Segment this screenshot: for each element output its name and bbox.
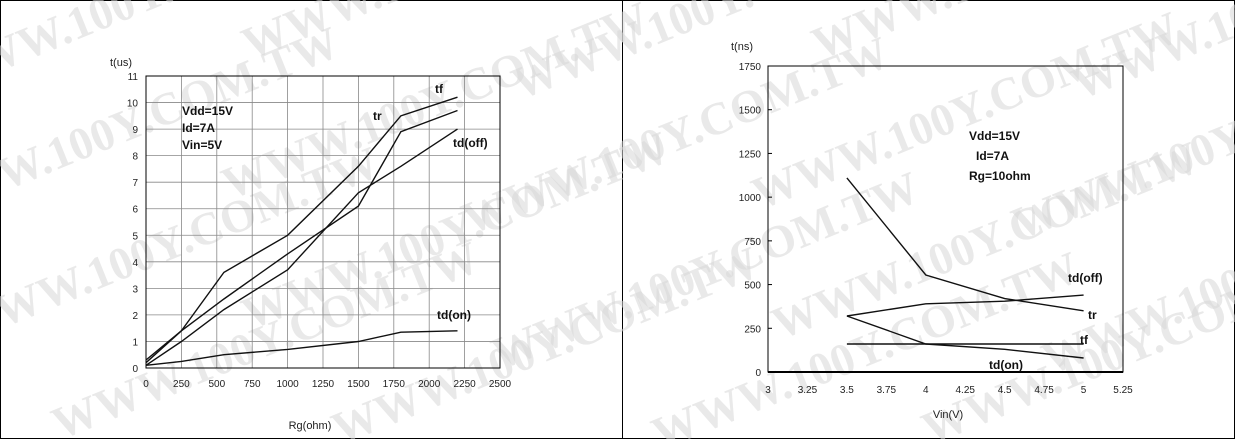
series-line-tdoff [145, 128, 458, 366]
annotation-line: Vdd=15V [182, 104, 233, 118]
x-tick-label: 2000 [418, 379, 441, 390]
x-tick-label: 2250 [453, 379, 476, 390]
y-tick-label: 0 [132, 364, 138, 375]
x-tick-label: 2500 [489, 379, 512, 390]
series-line-tr [145, 109, 458, 364]
series-line-tdon [846, 315, 1084, 359]
x-axis-label: Rg(ohm) [289, 420, 332, 432]
x-tick-label: 750 [244, 379, 261, 390]
y-tick-label: 9 [132, 125, 138, 136]
y-tick-label: 10 [127, 99, 139, 110]
x-tick-label: 250 [173, 379, 190, 390]
y-axis-label: t(ns) [731, 41, 753, 53]
series-line-tdoff [846, 294, 1084, 317]
y-tick-label: 1000 [739, 193, 762, 204]
x-tick-label: 4 [923, 385, 929, 396]
chart-vin: t(ns) Vin(V) 3 3.25 3.5 3.75 4 4.25 4.5 4.75 5 5.… [731, 41, 1133, 421]
tick-labels: 3 3.25 3.5 3.75 4 4.25 4.5 4.75 5 5.25 0 250 500 750 1… [739, 62, 1133, 396]
y-tick-label: 7 [132, 178, 138, 189]
annotation-line: Vdd=15V [969, 129, 1020, 143]
x-axis-label: Vin(V) [933, 409, 963, 421]
series-label-tf: tf [435, 82, 444, 96]
x-tick-label: 3 [765, 385, 771, 396]
x-tick-label: 1500 [347, 379, 370, 390]
y-tick-label: 250 [744, 324, 761, 335]
series-label-tf: tf [1080, 333, 1089, 347]
y-tick-label: 6 [132, 205, 138, 216]
x-tick-label: 3.75 [877, 385, 897, 396]
series-line-tdon [145, 330, 458, 366]
annotation-line: Vin=5V [182, 138, 222, 152]
y-axis-label: t(us) [110, 57, 132, 69]
x-tick-label: 4.5 [998, 385, 1012, 396]
conditions-annotation: Vdd=15V Id=7A Rg=10ohm [969, 129, 1031, 183]
x-tick-label: 4.75 [1034, 385, 1054, 396]
y-tick-label: 750 [744, 237, 761, 248]
annotation-line: Rg=10ohm [969, 169, 1031, 183]
series-lines [145, 96, 458, 366]
series-label-tr: tr [373, 109, 382, 123]
series-label-td-on: td(on) [989, 358, 1023, 372]
x-tick-label: 3.25 [798, 385, 818, 396]
annotation-line: Id=7A [182, 121, 215, 135]
series-label-td-off: td(off) [1068, 271, 1103, 285]
x-tick-label: 0 [143, 379, 149, 390]
annotation-line: Id=7A [976, 149, 1009, 163]
x-tick-label: 500 [208, 379, 225, 390]
tick-labels: 0 250 500 750 1000 1250 1500 1750 2000 2250 2500 0 1… [127, 72, 512, 390]
y-tick-label: 2 [132, 311, 138, 322]
y-tick-label: 3 [132, 284, 138, 295]
plot-frame [145, 75, 501, 369]
series-label-tr: tr [1088, 308, 1097, 322]
y-tick-label: 5 [132, 231, 138, 242]
y-tick-label: 0 [755, 368, 761, 379]
conditions-annotation: Vdd=15V Id=7A Vin=5V [182, 104, 233, 152]
y-tick-label: 1250 [739, 149, 762, 160]
x-tick-label: 1250 [312, 379, 335, 390]
plot-frame [767, 65, 1124, 373]
y-tick-label: 8 [132, 152, 138, 163]
y-tick-label: 4 [132, 258, 138, 269]
x-tick-label: 4.25 [955, 385, 975, 396]
chart-rg: t(us) Rg(ohm) 0 250 500 750 1000 1250 1500 1750… [110, 57, 512, 432]
y-tick-label: 500 [744, 281, 761, 292]
y-tick-label: 1750 [739, 62, 762, 73]
x-tick-label: 5 [1081, 385, 1087, 396]
y-tick-label: 1500 [739, 106, 762, 117]
series-label-td-off: td(off) [453, 136, 488, 150]
series-lines [846, 177, 1084, 359]
x-tick-label: 1000 [276, 379, 299, 390]
series-line-tr [846, 177, 1084, 312]
x-tick-label: 5.25 [1113, 385, 1133, 396]
y-tick-label: 11 [128, 72, 139, 83]
series-label-td-on: td(on) [437, 308, 471, 322]
x-tick-label: 3.5 [840, 385, 854, 396]
x-tick-label: 1750 [383, 379, 406, 390]
y-tick-label: 1 [132, 337, 138, 348]
